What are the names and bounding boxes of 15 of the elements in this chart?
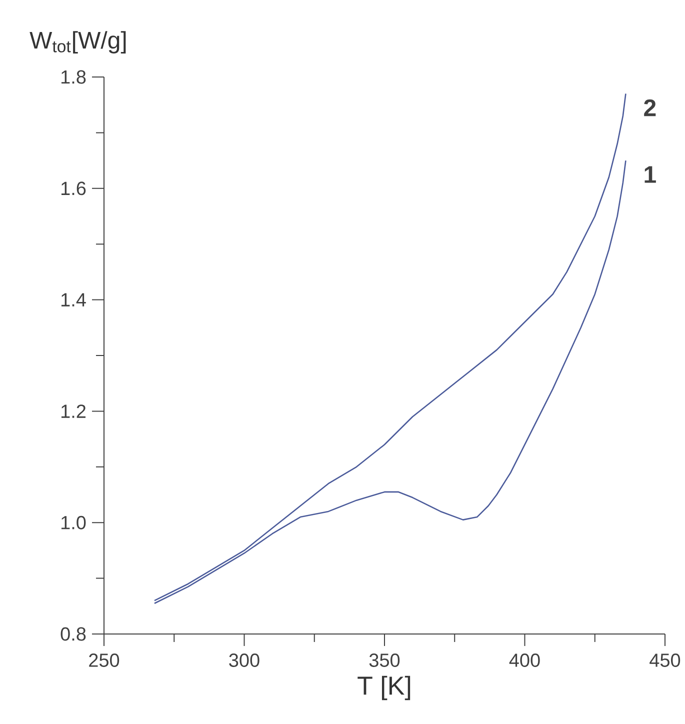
x-tick-label: 350 xyxy=(369,654,400,667)
y-tick-label: 1.2 xyxy=(61,404,86,418)
x-tick-label: 400 xyxy=(509,654,540,667)
x-tick-label: 300 xyxy=(229,654,260,667)
y-tick-label: 1.0 xyxy=(61,516,86,530)
x-tick-label: 250 xyxy=(89,654,120,667)
x-tick-label: 450 xyxy=(650,654,680,667)
series-label: 2 xyxy=(644,99,656,116)
y-axis-title: W$_{tot}$[W/g] xyxy=(30,31,126,54)
series-label: 1 xyxy=(644,166,656,183)
y-tick-label: 1.4 xyxy=(61,293,86,306)
y-tick-label: 1.6 xyxy=(61,182,86,196)
x-axis-title: T [K] xyxy=(358,676,410,700)
y-tick-label: 0.8 xyxy=(60,627,86,641)
y-tick-label: 1.8 xyxy=(61,70,86,84)
